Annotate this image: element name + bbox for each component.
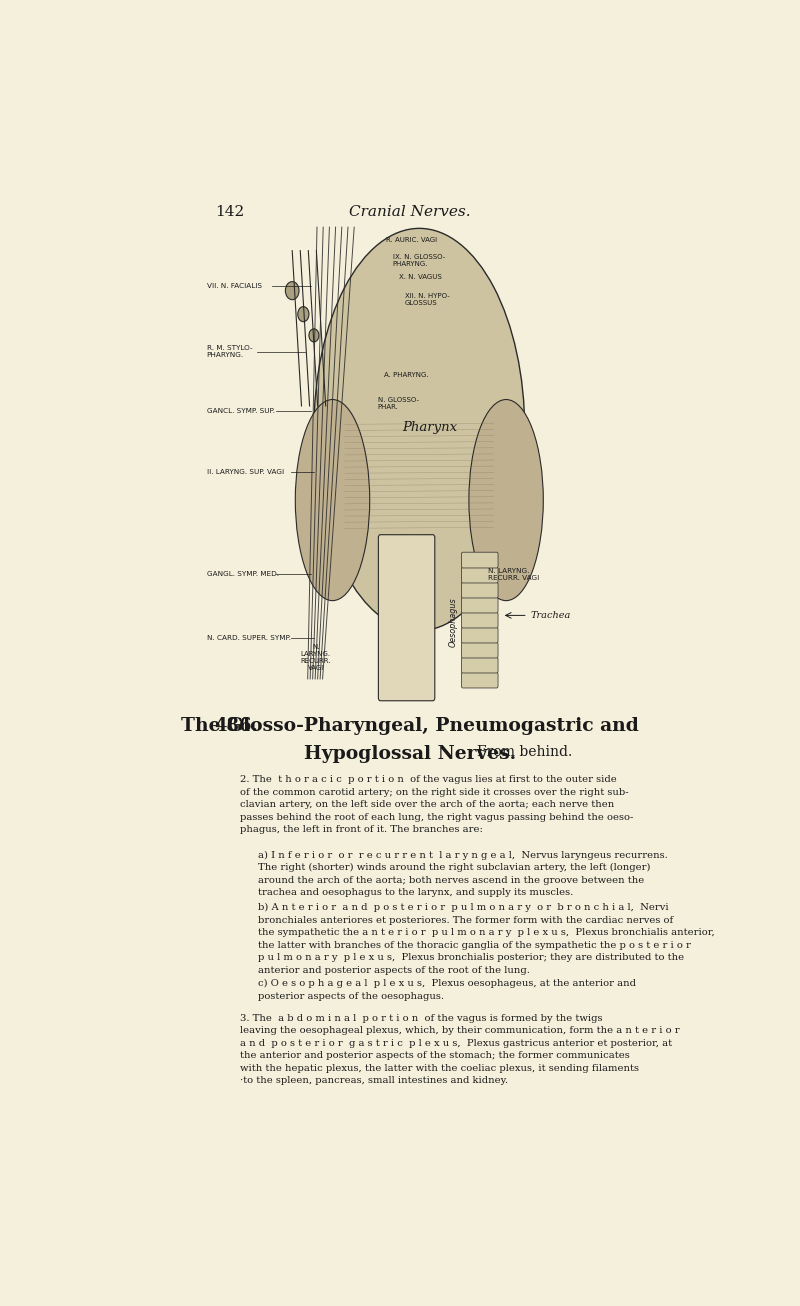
FancyBboxPatch shape (462, 673, 498, 688)
Ellipse shape (286, 282, 299, 299)
Ellipse shape (298, 307, 309, 321)
Text: N. CARD. SUPER. SYMP.: N. CARD. SUPER. SYMP. (206, 635, 290, 640)
Text: VII. N. FACIALIS: VII. N. FACIALIS (206, 283, 262, 289)
Text: II. LARYNG. SUP. VAGI: II. LARYNG. SUP. VAGI (206, 469, 284, 475)
Text: From behind.: From behind. (477, 744, 572, 759)
FancyBboxPatch shape (462, 567, 498, 582)
Text: R. M. STYLO-
PHARYNG.: R. M. STYLO- PHARYNG. (206, 345, 252, 358)
Text: a) I n f e r i o r  o r  r e c u r r e n t  l a r y n g e a l,  Nervus laryngeus: a) I n f e r i o r o r r e c u r r e n t… (258, 850, 668, 897)
Ellipse shape (295, 400, 370, 601)
Text: Pharynx: Pharynx (402, 421, 458, 434)
Ellipse shape (309, 329, 319, 342)
FancyBboxPatch shape (462, 582, 498, 598)
FancyBboxPatch shape (462, 552, 498, 568)
Text: GANCL. SYMP. SUP.: GANCL. SYMP. SUP. (206, 407, 274, 414)
Text: R. AURIC. VAGI: R. AURIC. VAGI (386, 236, 438, 243)
Text: Trachea: Trachea (531, 611, 571, 620)
Text: b) A n t e r i o r  a n d  p o s t e r i o r  p u l m o n a r y  o r  b r o n c : b) A n t e r i o r a n d p o s t e r i o… (258, 902, 715, 974)
FancyBboxPatch shape (462, 613, 498, 628)
FancyBboxPatch shape (462, 643, 498, 658)
Text: 3. The  a b d o m i n a l  p o r t i o n  of the vagus is formed by the twigs
le: 3. The a b d o m i n a l p o r t i o n o… (239, 1013, 679, 1085)
Text: XII. N. HYPO-
GLOSSUS: XII. N. HYPO- GLOSSUS (405, 293, 450, 306)
Text: Oesophagus: Oesophagus (449, 598, 458, 648)
Text: Cranial Nerves.: Cranial Nerves. (349, 205, 471, 219)
Text: 486.: 486. (214, 717, 258, 735)
Text: A. PHARYNG.: A. PHARYNG. (384, 372, 429, 379)
FancyBboxPatch shape (378, 534, 435, 701)
Text: N. LARYNG.
RECURR. VAGI: N. LARYNG. RECURR. VAGI (487, 568, 538, 581)
Text: c) O e s o p h a g e a l  p l e x u s,  Plexus oesophageus, at the anterior and
: c) O e s o p h a g e a l p l e x u s, Pl… (258, 980, 636, 1000)
Text: The Glosso-Pharyngeal, Pneumogastric and: The Glosso-Pharyngeal, Pneumogastric and (181, 717, 639, 735)
Text: Hypoglossal Nerves.: Hypoglossal Nerves. (304, 744, 516, 763)
Ellipse shape (314, 229, 525, 631)
Ellipse shape (469, 400, 543, 601)
Text: 142: 142 (214, 205, 244, 219)
FancyBboxPatch shape (462, 597, 498, 613)
Text: N. GLOSSO-
PHAR.: N. GLOSSO- PHAR. (378, 397, 418, 410)
Text: X. N. VAGUS: X. N. VAGUS (399, 274, 442, 281)
FancyBboxPatch shape (462, 627, 498, 643)
Text: 2. The  t h o r a c i c  p o r t i o n  of the vagus lies at first to the outer : 2. The t h o r a c i c p o r t i o n of … (239, 776, 633, 835)
Text: GANGL. SYMP. MED.: GANGL. SYMP. MED. (206, 572, 278, 577)
Text: IX. N. GLOSSO-
PHARYNG.: IX. N. GLOSSO- PHARYNG. (393, 253, 445, 266)
Text: N.
LARYNG.
RECURR.
VAGI: N. LARYNG. RECURR. VAGI (301, 644, 331, 671)
FancyBboxPatch shape (462, 657, 498, 673)
